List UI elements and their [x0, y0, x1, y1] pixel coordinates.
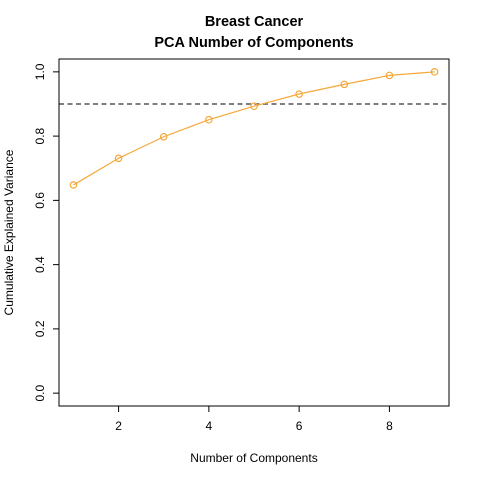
series-line: [73, 71, 435, 186]
chart-subtitle: PCA Number of Components: [154, 35, 353, 51]
x-axis: 2 4 6 8: [115, 405, 393, 433]
y-tick-label: 0.0: [33, 384, 47, 401]
x-tick-label: 2: [115, 419, 122, 433]
data-point: [340, 80, 349, 89]
x-tick-label: 6: [296, 419, 303, 433]
y-tick-label: 1.0: [33, 63, 47, 80]
plot-frame: [58, 58, 450, 407]
data-point: [69, 181, 78, 189]
series-layer: [69, 68, 439, 189]
x-tick-label: 4: [206, 419, 213, 433]
x-axis-label: Number of Components: [190, 451, 317, 465]
data-point: [159, 132, 168, 141]
y-axis: 0.0 0.2 0.4 0.6 0.8 1.0: [33, 63, 60, 401]
data-point: [430, 68, 439, 76]
y-tick-label: 0.2: [33, 320, 47, 337]
data-point: [295, 90, 303, 98]
chart-title: Breast Cancer: [205, 14, 304, 30]
y-tick-label: 0.4: [33, 256, 47, 273]
y-axis-label: Cumulative Explained Variance: [2, 149, 16, 315]
data-point: [250, 102, 258, 111]
x-tick-label: 8: [386, 419, 393, 433]
data-point: [205, 115, 213, 124]
data-point: [114, 154, 123, 163]
y-tick-label: 0.6: [33, 192, 47, 209]
y-tick-label: 0.8: [33, 127, 47, 144]
data-point: [385, 71, 394, 80]
